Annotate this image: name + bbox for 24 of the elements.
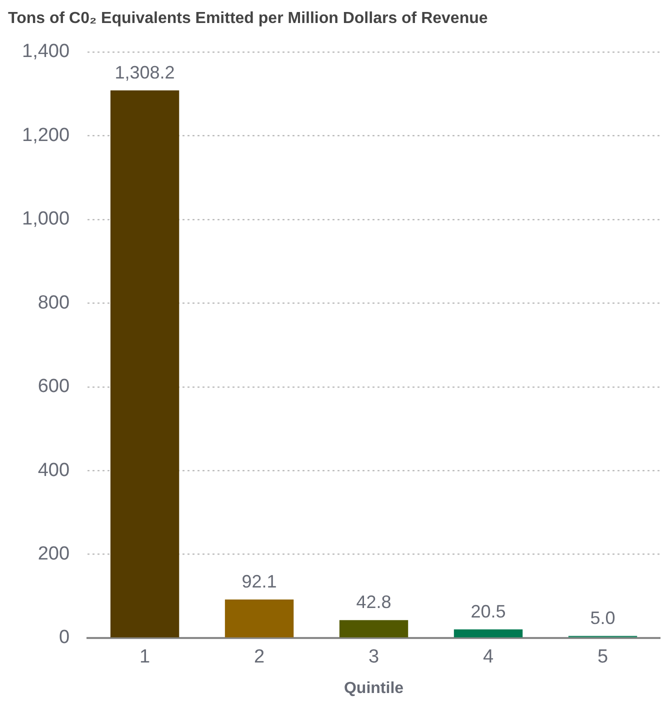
x-tick-label: 4 xyxy=(482,646,494,668)
y-tick-label: 0 xyxy=(58,627,70,648)
bar xyxy=(224,599,294,638)
y-tick-label: 800 xyxy=(38,292,70,314)
x-tick-label: 1 xyxy=(140,646,150,668)
data-label: 42.8 xyxy=(356,592,392,612)
y-tick-label: 200 xyxy=(38,544,70,565)
data-label: 92.1 xyxy=(242,571,277,592)
x-tick-label: 2 xyxy=(254,646,265,668)
y-tick-label: 1,000 xyxy=(22,208,70,230)
bar xyxy=(339,620,408,638)
x-tick-label: 3 xyxy=(368,646,380,668)
x-axis-title: Quintile xyxy=(344,680,404,697)
y-tick-label: 600 xyxy=(38,376,70,398)
data-label: 1,308.2 xyxy=(114,62,175,82)
chart-title: Tons of C0₂ Equivalents Emitted per Million Dollars of Revenue xyxy=(8,10,488,28)
x-tick-label: 5 xyxy=(597,646,608,668)
y-tick-label: 1,400 xyxy=(22,41,70,62)
bar xyxy=(110,90,180,638)
y-tick-label: 400 xyxy=(38,460,70,481)
data-label: 20.5 xyxy=(470,601,506,622)
bar xyxy=(454,629,523,638)
y-tick-label: 1,200 xyxy=(22,124,70,146)
data-label: 5.0 xyxy=(590,608,616,628)
